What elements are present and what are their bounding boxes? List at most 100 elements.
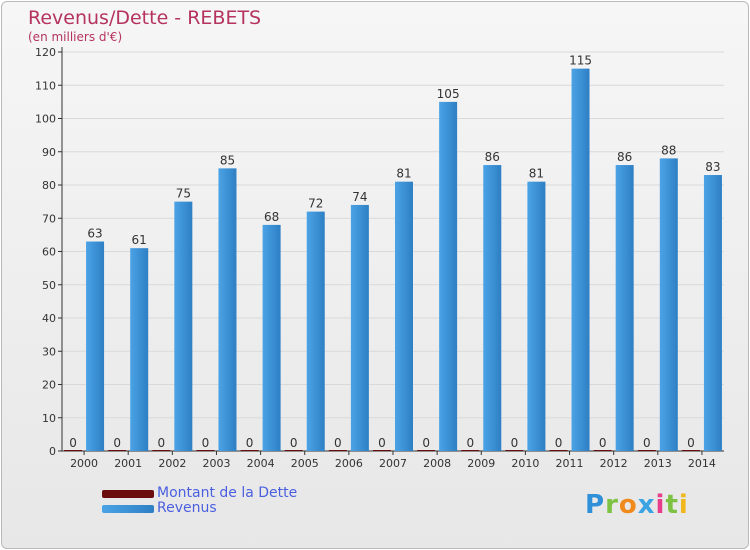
y-tick-label: 0 bbox=[49, 445, 56, 458]
x-tick-label: 2005 bbox=[291, 457, 319, 470]
data-label-revenus: 75 bbox=[176, 187, 191, 201]
x-tick-label: 2001 bbox=[114, 457, 142, 470]
data-label-revenus: 72 bbox=[308, 197, 323, 211]
bar-revenus bbox=[174, 201, 193, 451]
logo-letter: x bbox=[637, 490, 656, 520]
logo-letter: t bbox=[665, 490, 679, 520]
chart-title: Revenus/Dette - REBETS bbox=[28, 7, 262, 29]
logo-letter: o bbox=[618, 490, 638, 520]
x-tick-label: 2006 bbox=[335, 457, 363, 470]
x-tick-label: 2009 bbox=[467, 457, 495, 470]
x-tick-label: 2007 bbox=[379, 457, 407, 470]
data-label-revenus: 83 bbox=[705, 160, 720, 174]
bar-revenus bbox=[615, 165, 634, 452]
data-label-revenus: 63 bbox=[87, 227, 102, 241]
x-tick-label: 2008 bbox=[423, 457, 451, 470]
y-tick-label: 110 bbox=[35, 79, 56, 92]
x-tick-label: 2003 bbox=[202, 457, 230, 470]
legend-label-revenus: Revenus bbox=[157, 500, 217, 516]
y-tick-label: 20 bbox=[42, 379, 56, 392]
bar-dette bbox=[64, 450, 83, 451]
bar-dette bbox=[637, 450, 656, 451]
bar-revenus bbox=[218, 168, 237, 451]
data-label-revenus: 85 bbox=[220, 153, 235, 167]
logo-letter: r bbox=[605, 490, 619, 520]
data-label-dette: 0 bbox=[202, 436, 210, 450]
bar-revenus bbox=[703, 175, 722, 451]
data-label-revenus: 115 bbox=[569, 54, 592, 68]
legend-swatch-revenus bbox=[102, 505, 154, 513]
y-tick-label: 50 bbox=[42, 279, 56, 292]
logo-letter: P bbox=[585, 490, 606, 520]
y-tick-label: 30 bbox=[42, 345, 56, 358]
data-label-revenus: 61 bbox=[132, 233, 147, 247]
data-label-dette: 0 bbox=[69, 436, 77, 450]
data-label-revenus: 86 bbox=[617, 150, 632, 164]
y-tick-label: 60 bbox=[42, 246, 56, 259]
proxiti-logo: Proxiti bbox=[585, 490, 689, 520]
x-tick-label: 2004 bbox=[247, 457, 275, 470]
data-label-dette: 0 bbox=[290, 436, 298, 450]
bar-dette bbox=[152, 450, 171, 451]
data-label-revenus: 81 bbox=[529, 167, 544, 181]
data-label-revenus: 74 bbox=[352, 190, 367, 204]
data-label-dette: 0 bbox=[599, 436, 607, 450]
x-tick-label: 2014 bbox=[688, 457, 716, 470]
legend-swatch-dette bbox=[102, 490, 154, 498]
x-tick-label: 2013 bbox=[644, 457, 672, 470]
logo-letter: i bbox=[655, 490, 666, 520]
data-label-dette: 0 bbox=[511, 436, 519, 450]
y-tick-label: 90 bbox=[42, 146, 56, 159]
y-tick-label: 100 bbox=[35, 113, 56, 126]
data-label-dette: 0 bbox=[422, 436, 430, 450]
x-tick-label: 2000 bbox=[70, 457, 98, 470]
bar-dette bbox=[549, 450, 568, 451]
x-tick-label: 2002 bbox=[158, 457, 186, 470]
data-label-dette: 0 bbox=[113, 436, 121, 450]
bar-dette bbox=[461, 450, 480, 451]
data-label-revenus: 86 bbox=[485, 150, 500, 164]
bar-revenus bbox=[483, 165, 502, 452]
data-label-dette: 0 bbox=[334, 436, 342, 450]
bar-dette bbox=[328, 450, 347, 451]
y-tick-label: 10 bbox=[42, 412, 56, 425]
bar-revenus bbox=[262, 224, 281, 451]
bar-revenus bbox=[86, 241, 105, 451]
legend-label-dette: Montant de la Dette bbox=[157, 485, 298, 501]
y-tick-label: 70 bbox=[42, 212, 56, 225]
bar-dette bbox=[373, 450, 391, 451]
chart-subtitle: (en milliers d'€) bbox=[28, 30, 123, 44]
bar-revenus bbox=[306, 211, 325, 451]
data-label-dette: 0 bbox=[643, 436, 651, 450]
bar-revenus bbox=[439, 101, 458, 451]
bar-revenus bbox=[350, 204, 369, 451]
data-label-dette: 0 bbox=[687, 436, 695, 450]
x-tick-label: 2012 bbox=[600, 457, 628, 470]
x-tick-label: 2010 bbox=[511, 457, 539, 470]
data-label-revenus: 88 bbox=[661, 143, 676, 157]
y-tick-label: 80 bbox=[42, 179, 56, 192]
bar-revenus bbox=[527, 181, 546, 452]
bar-revenus bbox=[395, 181, 413, 452]
data-label-dette: 0 bbox=[158, 436, 166, 450]
data-label-revenus: 105 bbox=[437, 87, 460, 101]
data-label-dette: 0 bbox=[555, 436, 563, 450]
data-label-dette: 0 bbox=[466, 436, 474, 450]
data-label-revenus: 68 bbox=[264, 210, 279, 224]
bar-dette bbox=[196, 450, 215, 451]
bar-revenus bbox=[130, 248, 149, 451]
bar-revenus bbox=[571, 68, 590, 451]
data-label-revenus: 81 bbox=[396, 167, 411, 181]
bar-dette bbox=[240, 450, 259, 451]
bar-dette bbox=[108, 450, 127, 451]
bar-dette bbox=[593, 450, 612, 451]
bar-revenus bbox=[659, 158, 678, 451]
bar-dette bbox=[284, 450, 303, 451]
x-tick-label: 2011 bbox=[556, 457, 584, 470]
data-label-dette: 0 bbox=[378, 436, 386, 450]
y-tick-label: 40 bbox=[42, 312, 56, 325]
bar-dette bbox=[681, 450, 700, 451]
logo-letter: i bbox=[678, 490, 689, 520]
